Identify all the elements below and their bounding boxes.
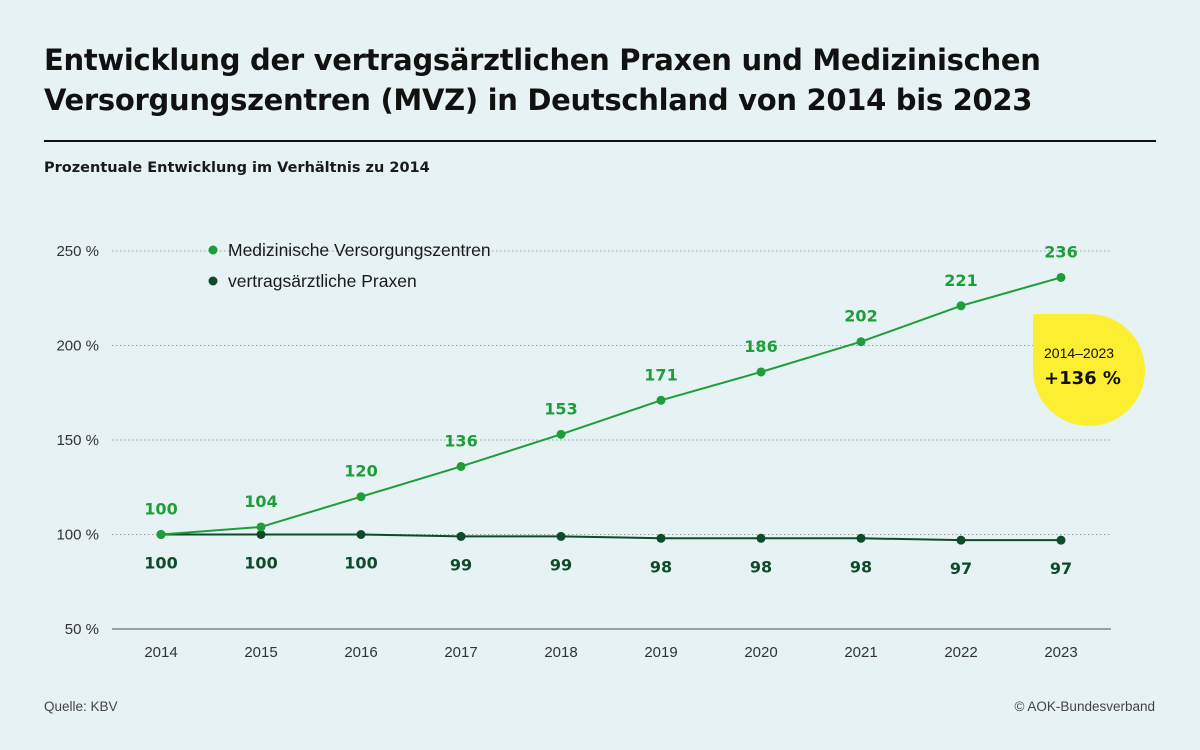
copyright-note: © AOK-Bundesverband <box>1014 699 1155 714</box>
series-lines <box>160 276 1062 542</box>
data-point-mvz <box>656 395 666 405</box>
x-tick-label: 2022 <box>944 644 977 661</box>
legend-marker-mvz <box>208 245 218 255</box>
data-point-mvz <box>1056 272 1066 282</box>
data-point-mvz <box>956 301 966 311</box>
x-tick-label: 2015 <box>244 644 277 661</box>
x-tick-label: 2014 <box>144 644 177 661</box>
data-point-mvz <box>256 522 266 532</box>
x-tick-label: 2016 <box>344 644 377 661</box>
data-label-praxen: 97 <box>950 559 972 578</box>
data-point-praxen <box>756 533 766 543</box>
callout-period: 2014–2023 <box>1044 345 1114 361</box>
y-tick-label: 50 % <box>65 621 99 638</box>
x-tick-label: 2017 <box>444 644 477 661</box>
data-label-praxen: 100 <box>144 554 177 573</box>
data-label-mvz: 221 <box>944 271 977 290</box>
data-point-mvz <box>156 530 166 539</box>
data-label-praxen: 98 <box>850 557 872 576</box>
data-label-mvz: 171 <box>644 365 677 384</box>
data-point-mvz <box>356 492 366 502</box>
title-line-2: Versorgungszentren (MVZ) in Deutschland … <box>44 83 1033 117</box>
y-tick-label: 100 % <box>56 527 99 544</box>
data-label-mvz: 202 <box>844 307 877 326</box>
y-tick-label: 250 % <box>56 243 99 260</box>
data-label-mvz: 236 <box>1044 242 1077 261</box>
x-tick-label: 2020 <box>744 644 777 661</box>
data-label-praxen: 97 <box>1050 559 1072 578</box>
data-label-praxen: 100 <box>344 554 377 573</box>
title-divider <box>44 140 1156 142</box>
data-labels: 100 104 120 136 153 171 186 202 221 236 100 100 100 9… <box>144 242 1077 578</box>
series-line-mvz <box>160 276 1062 536</box>
data-point-mvz <box>456 461 466 471</box>
data-label-mvz: 186 <box>744 337 777 356</box>
data-point-praxen <box>356 530 366 539</box>
data-label-praxen: 99 <box>450 555 472 574</box>
legend-label-praxen: vertragsärztliche Praxen <box>228 271 417 291</box>
data-label-praxen: 99 <box>550 555 572 574</box>
x-tick-label: 2023 <box>1044 644 1077 661</box>
series-line-praxen <box>161 533 1061 542</box>
legend-marker-praxen <box>208 276 218 286</box>
data-label-mvz: 100 <box>144 500 177 519</box>
legend: Medizinische Versorgungszentren vertragsä… <box>208 240 491 291</box>
title-line-1: Entwicklung der vertragsärztlichen Praxe… <box>44 43 1041 77</box>
legend-label-mvz: Medizinische Versorgungszentren <box>228 240 491 260</box>
data-point-mvz <box>856 337 866 347</box>
y-tick-label: 200 % <box>56 338 99 355</box>
data-point-praxen <box>656 533 666 543</box>
callout-bubble: 2014–2023 +136 % <box>1033 314 1145 426</box>
data-point-praxen <box>256 530 266 539</box>
data-label-praxen: 100 <box>244 554 277 573</box>
data-label-praxen: 98 <box>650 557 672 576</box>
source-note: Quelle: KBV <box>44 699 118 714</box>
x-tick-label: 2021 <box>844 644 877 661</box>
data-point-praxen <box>556 531 566 541</box>
data-label-mvz: 136 <box>444 431 477 450</box>
x-axis-ticks: 2014 2015 2016 2017 2018 2019 2020 2021 2022 2023 <box>144 644 1077 661</box>
data-label-mvz: 153 <box>544 399 577 418</box>
x-tick-label: 2019 <box>644 644 677 661</box>
callout-shape <box>1033 314 1145 426</box>
data-points <box>156 272 1066 545</box>
data-point-praxen <box>956 535 966 545</box>
x-tick-label: 2018 <box>544 644 577 661</box>
data-point-mvz <box>756 367 766 377</box>
data-label-praxen: 98 <box>750 557 772 576</box>
data-point-praxen <box>856 533 866 543</box>
chart-subtitle: Prozentuale Entwicklung im Verhältnis zu… <box>44 160 430 176</box>
grid-lines <box>112 250 1111 630</box>
data-point-praxen <box>1056 535 1066 545</box>
callout-change: +136 % <box>1044 368 1121 389</box>
data-label-mvz: 104 <box>244 492 277 511</box>
data-label-mvz: 120 <box>344 462 377 481</box>
data-point-praxen <box>456 531 466 541</box>
y-axis-ticks: 50 % 100 % 150 % 200 % 250 % <box>56 243 99 638</box>
y-tick-label: 150 % <box>56 432 99 449</box>
data-point-mvz <box>556 429 566 439</box>
chart-title: Entwicklung der vertragsärztlichen Praxe… <box>44 40 1164 120</box>
